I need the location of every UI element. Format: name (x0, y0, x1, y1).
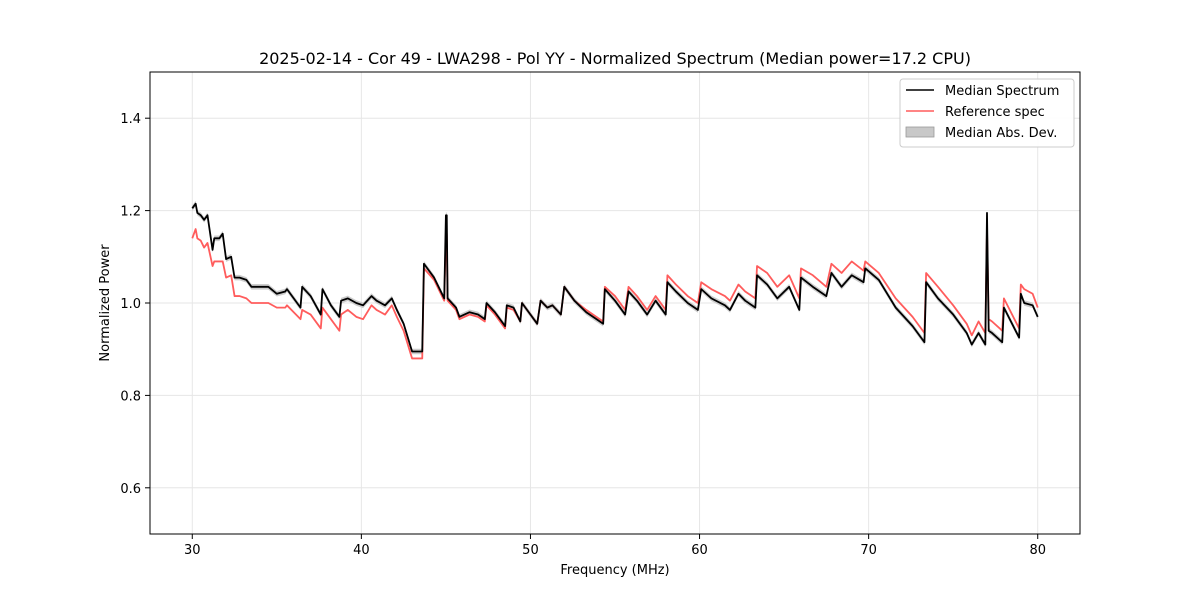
x-tick-label: 70 (860, 543, 877, 558)
y-tick-label: 0.8 (120, 389, 141, 404)
legend-label-median: Median Spectrum (945, 84, 1059, 99)
x-tick-label: 30 (184, 543, 201, 558)
legend-label-reference: Reference spec (945, 105, 1045, 120)
x-tick-label: 50 (522, 543, 539, 558)
y-tick-label: 0.6 (120, 482, 141, 497)
y-axis-label: Normalized Power (98, 244, 113, 362)
x-tick-label: 60 (691, 543, 708, 558)
y-tick-label: 1.2 (120, 205, 141, 220)
legend-label-mad: Median Abs. Dev. (945, 126, 1057, 141)
legend: Median Spectrum Reference spec Median Ab… (899, 78, 1075, 148)
median-spectrum-line (191, 202, 1039, 353)
chart-title: 2025-02-14 - Cor 49 - LWA298 - Pol YY - … (259, 49, 971, 68)
axis-ticks: 30 40 50 60 70 80 0.6 0.8 1.0 1.2 1.4 (120, 112, 1046, 558)
y-tick-label: 1.0 (120, 297, 141, 312)
x-tick-label: 40 (353, 543, 370, 558)
legend-box (899, 78, 1075, 148)
x-axis-label: Frequency (MHz) (560, 563, 669, 578)
y-tick-label: 1.4 (120, 112, 141, 127)
legend-mad-patch (905, 126, 935, 138)
x-tick-label: 80 (1029, 543, 1046, 558)
plot-area (191, 200, 1039, 360)
